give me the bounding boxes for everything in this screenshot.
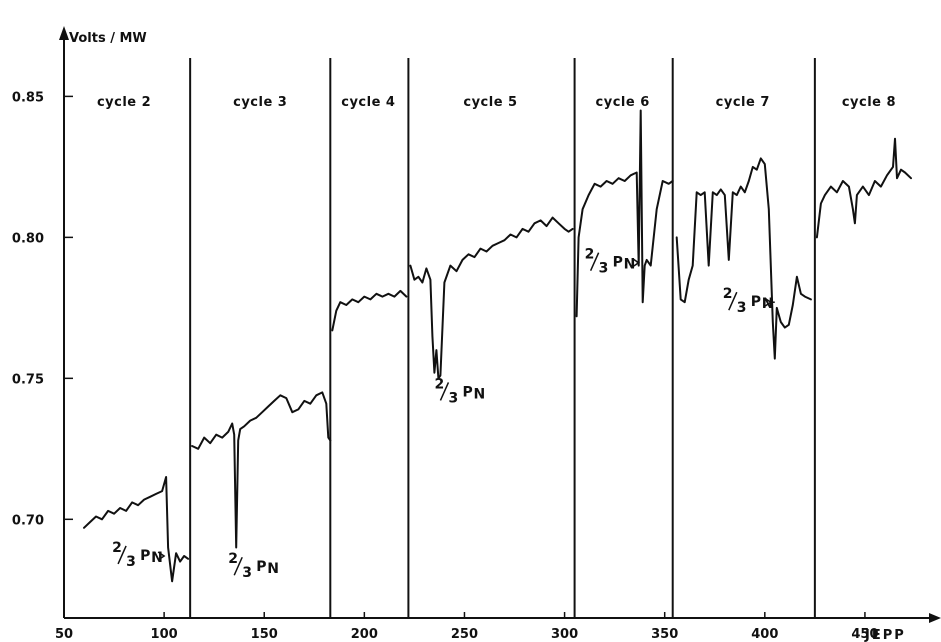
- cycle-label: cycle 5: [463, 95, 517, 110]
- annotation-numerator: 2: [585, 247, 595, 263]
- annotation-denominator: 3: [126, 554, 136, 570]
- cycle-labels: cycle 2 cycle 3 cycle 4 cycle 5 cycle 6 cycle…: [97, 95, 896, 110]
- annotation-p: P: [462, 384, 472, 400]
- x-axis-label: JEPP: [864, 628, 906, 642]
- annotation-subscript: N: [473, 386, 485, 402]
- y-tick-label: 0.80: [12, 231, 44, 246]
- annotation-two-thirds-pn: 23 P N: [112, 540, 166, 570]
- series-line: [409, 216, 574, 380]
- cycle-label: cycle 3: [233, 95, 287, 110]
- annotation-fraction-bar: [439, 382, 450, 401]
- annotation-denominator: 3: [448, 390, 458, 406]
- annotation-denominator: 3: [737, 300, 747, 316]
- series-line: [191, 391, 332, 549]
- annotation-numerator: 2: [228, 551, 238, 567]
- y-axis-label: Volts / MW: [69, 31, 147, 46]
- annotation-two-thirds-pn: 23 P N: [434, 376, 485, 406]
- annotation-numerator: 2: [112, 540, 122, 556]
- annotation-arrowhead: [632, 258, 641, 268]
- series-group: [83, 109, 912, 583]
- annotation-subscript: N: [151, 550, 163, 566]
- x-tick-label: 100: [151, 627, 178, 642]
- annotation-denominator: 3: [599, 261, 609, 277]
- annotation-two-thirds-pn: 23 P N: [723, 286, 775, 316]
- annotation-two-thirds-pn: 23 P N: [228, 551, 279, 581]
- cycle-label: cycle 8: [842, 95, 896, 110]
- axes: [59, 26, 941, 623]
- annotation-p: P: [256, 559, 266, 575]
- annotation-numerator: 2: [723, 286, 733, 302]
- series-line: [331, 289, 408, 332]
- annotation-two-thirds-pn: 23 P N: [585, 247, 641, 277]
- x-tick-label: 450: [851, 627, 878, 642]
- tick-labels: 0.70 0.75 0.80 0.85 50 100 150 200 250 300 350 400 4…: [12, 90, 879, 642]
- annotation-arrowhead: [157, 551, 166, 561]
- series-line: [675, 157, 812, 360]
- cycle-label: cycle 2: [97, 95, 151, 110]
- annotation-fraction-bar: [233, 556, 243, 576]
- cycle-label: cycle 6: [596, 95, 650, 110]
- cycle-label: cycle 7: [716, 95, 770, 110]
- y-tick-label: 0.70: [12, 513, 44, 528]
- x-tick-label: 50: [55, 627, 73, 642]
- annotation-subscript: N: [624, 257, 636, 273]
- annotation-fraction-bar: [589, 252, 600, 272]
- y-tick-label: 0.75: [12, 372, 44, 387]
- annotations: 23 P N 23 P N23 P N23 P N23 P N: [112, 247, 775, 581]
- y-axis-arrowhead: [59, 26, 69, 40]
- annotation-p: P: [140, 548, 150, 564]
- x-tick-label: 200: [351, 627, 378, 642]
- annotation-p: P: [751, 294, 761, 310]
- cycle-dividers: [189, 58, 816, 618]
- series-line: [83, 476, 190, 583]
- x-tick-label: 350: [651, 627, 678, 642]
- x-tick-label: 150: [251, 627, 278, 642]
- y-tick-label: 0.85: [12, 90, 44, 105]
- series-line: [575, 109, 674, 318]
- annotation-numerator: 2: [434, 376, 444, 392]
- x-axis-arrowhead: [929, 613, 941, 623]
- annotation-fraction-bar: [728, 291, 738, 311]
- cycle-label: cycle 4: [341, 95, 395, 110]
- x-tick-label: 250: [451, 627, 478, 642]
- annotation-p: P: [613, 255, 623, 271]
- series-line: [815, 137, 912, 239]
- annotation-subscript: N: [267, 561, 279, 577]
- x-tick-label: 300: [551, 627, 578, 642]
- annotation-fraction-bar: [117, 545, 127, 565]
- annotation-denominator: 3: [242, 565, 252, 581]
- annotation-arrowhead: [764, 297, 773, 307]
- x-tick-label: 400: [751, 627, 778, 642]
